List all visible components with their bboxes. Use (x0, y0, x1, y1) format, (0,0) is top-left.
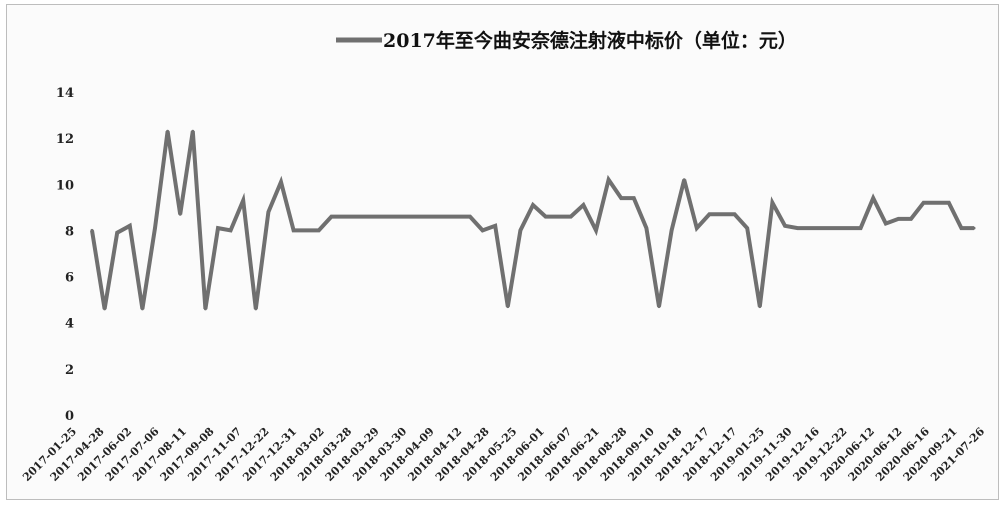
data-point (758, 305, 762, 309)
data-point (745, 226, 749, 230)
data-point (846, 226, 850, 230)
data-point (670, 228, 674, 232)
data-point (317, 228, 321, 232)
x-axis: 2017-01-252017-04-282017-06-022017-07-06… (20, 425, 987, 484)
data-point (342, 215, 346, 219)
y-tick-label: 14 (56, 86, 74, 101)
data-point (418, 215, 422, 219)
data-point (506, 305, 510, 309)
data-point (556, 215, 560, 219)
data-point (304, 228, 308, 232)
data-point (657, 305, 661, 309)
data-point (178, 212, 182, 216)
chart-frame (6, 4, 999, 500)
data-point (922, 201, 926, 205)
data-point (594, 228, 598, 232)
data-point (884, 222, 888, 225)
data-point (468, 215, 472, 219)
data-point (896, 217, 900, 221)
data-point (569, 215, 573, 219)
data-point (871, 196, 875, 200)
data-point (859, 226, 863, 230)
data-point (103, 307, 107, 311)
data-point (619, 196, 623, 200)
data-point (292, 228, 296, 232)
data-point (972, 226, 976, 230)
y-tick-label: 8 (65, 224, 74, 239)
data-point (405, 215, 409, 219)
data-point (443, 215, 447, 219)
data-point (934, 201, 938, 205)
data-point (128, 224, 132, 228)
data-point (544, 215, 548, 219)
data-point (153, 226, 157, 230)
data-point (380, 215, 384, 219)
data-point (191, 129, 195, 133)
data-point (632, 196, 636, 200)
data-point (644, 226, 648, 230)
data-point (607, 178, 611, 182)
data-point (833, 226, 837, 230)
data-point (229, 228, 233, 232)
data-point (355, 215, 359, 219)
data-point (707, 212, 711, 216)
y-tick-label: 10 (56, 178, 74, 193)
y-tick-label: 2 (65, 363, 74, 378)
data-point (203, 307, 207, 311)
data-point (455, 215, 459, 219)
data-point (909, 217, 913, 221)
y-tick-label: 4 (65, 317, 74, 332)
y-tick-label: 0 (65, 409, 74, 424)
data-point (581, 203, 585, 207)
data-point (216, 226, 220, 230)
data-point (115, 231, 119, 235)
data-point (821, 226, 825, 230)
data-point (959, 226, 963, 230)
data-point (279, 180, 283, 184)
legend-label: 2017年至今曲安奈德注射液中标价（单位：元） (383, 29, 797, 52)
data-point (808, 226, 812, 230)
data-point (695, 226, 699, 230)
data-point (796, 226, 800, 230)
data-point (682, 178, 686, 182)
data-point (518, 228, 522, 232)
y-tick-label: 6 (65, 271, 74, 286)
data-point (241, 198, 245, 202)
data-point (783, 224, 787, 228)
plot-area (90, 129, 976, 311)
data-point (266, 210, 270, 214)
data-point (254, 307, 258, 311)
data-point (493, 224, 497, 228)
data-point (770, 201, 774, 205)
y-tick-label: 12 (56, 132, 74, 147)
y-axis: 0 2 4 6 8 10 12 14 (56, 86, 74, 424)
data-point (90, 228, 94, 232)
data-point (367, 215, 371, 219)
data-point (392, 215, 396, 219)
data-point (531, 203, 535, 207)
data-point (481, 228, 485, 232)
data-point (733, 212, 737, 216)
data-point (166, 129, 170, 133)
legend: 2017年至今曲安奈德注射液中标价（单位：元） (336, 29, 797, 52)
data-point (720, 212, 724, 216)
series-line (90, 130, 974, 310)
data-point (329, 215, 333, 219)
data-point (430, 215, 434, 219)
data-point (140, 307, 144, 311)
data-point (947, 201, 951, 205)
